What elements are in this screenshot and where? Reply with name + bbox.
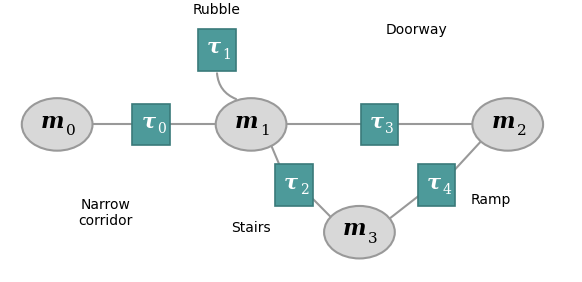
Text: τ: τ	[370, 111, 384, 131]
FancyArrowPatch shape	[217, 73, 236, 99]
Text: Rubble: Rubble	[193, 3, 241, 17]
Text: Doorway: Doorway	[386, 23, 448, 38]
Text: Narrow
corridor: Narrow corridor	[79, 198, 133, 228]
Text: 1: 1	[223, 48, 232, 62]
Text: m: m	[41, 111, 65, 133]
Ellipse shape	[216, 98, 286, 151]
Text: Ramp: Ramp	[471, 193, 511, 208]
Text: τ: τ	[141, 111, 155, 131]
Bar	[133, 104, 170, 145]
Bar	[361, 104, 398, 145]
Text: τ: τ	[284, 172, 298, 192]
Bar	[418, 164, 455, 206]
Text: τ: τ	[427, 172, 441, 192]
Bar	[198, 29, 236, 70]
Bar	[275, 164, 313, 206]
Text: 1: 1	[260, 124, 269, 138]
Text: 4: 4	[442, 183, 451, 197]
Text: 2: 2	[517, 124, 526, 138]
Text: 2: 2	[300, 183, 308, 197]
Text: 0: 0	[66, 124, 76, 138]
Text: Stairs: Stairs	[231, 221, 271, 235]
Ellipse shape	[324, 206, 395, 258]
Text: m: m	[235, 111, 258, 133]
Ellipse shape	[22, 98, 93, 151]
Text: 0: 0	[157, 122, 166, 136]
Text: 3: 3	[368, 232, 378, 246]
Text: m: m	[491, 111, 515, 133]
Ellipse shape	[473, 98, 543, 151]
Text: m: m	[343, 219, 367, 241]
Text: τ: τ	[207, 36, 221, 56]
Text: 3: 3	[385, 122, 394, 136]
